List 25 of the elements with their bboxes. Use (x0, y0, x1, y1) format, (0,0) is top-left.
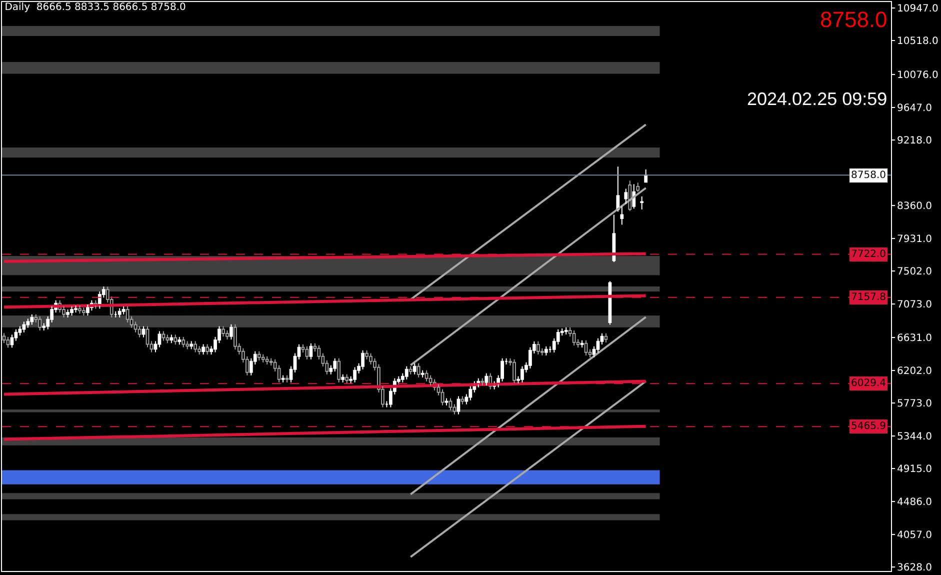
y-tick-label: 5344.0 (897, 431, 932, 442)
ref-line-label: 7157.8 (851, 292, 886, 303)
chart-title: Daily 8666.5 8833.5 8666.5 8758.0 (4, 2, 186, 13)
y-tick-label: 10076.0 (897, 70, 938, 81)
ref-line-label: 6029.4 (851, 378, 886, 389)
y-tick-label: 3628.0 (897, 562, 932, 574)
y-tick-label: 10947.0 (897, 3, 938, 14)
y-tick-label: 4486.0 (897, 496, 932, 508)
y-tick-label: 10518.0 (897, 36, 938, 48)
ref-line-label: 8758.0 (851, 170, 886, 181)
y-tick-label: 8360.0 (897, 201, 932, 212)
y-tick-label: 5773.0 (897, 398, 932, 410)
y-tick-label: 7931.0 (897, 234, 932, 245)
y-tick-label: 7073.0 (897, 299, 932, 310)
y-tick-label: 9218.0 (897, 136, 932, 147)
y-tick-label: 7502.0 (897, 266, 932, 278)
annotation: 8758.0 (820, 7, 888, 32)
y-tick-label: 4915.0 (897, 464, 932, 476)
y-tick-label: 6202.0 (897, 366, 932, 377)
ref-line-label: 7722.0 (851, 249, 886, 260)
y-tick-label: 6631.0 (897, 333, 932, 344)
annotation: 2024.02.25 09:59 (747, 89, 888, 109)
y-tick-label: 4057.0 (897, 530, 932, 541)
ref-line-label: 5465.9 (851, 421, 886, 432)
y-tick-label: 9647.0 (897, 102, 932, 114)
